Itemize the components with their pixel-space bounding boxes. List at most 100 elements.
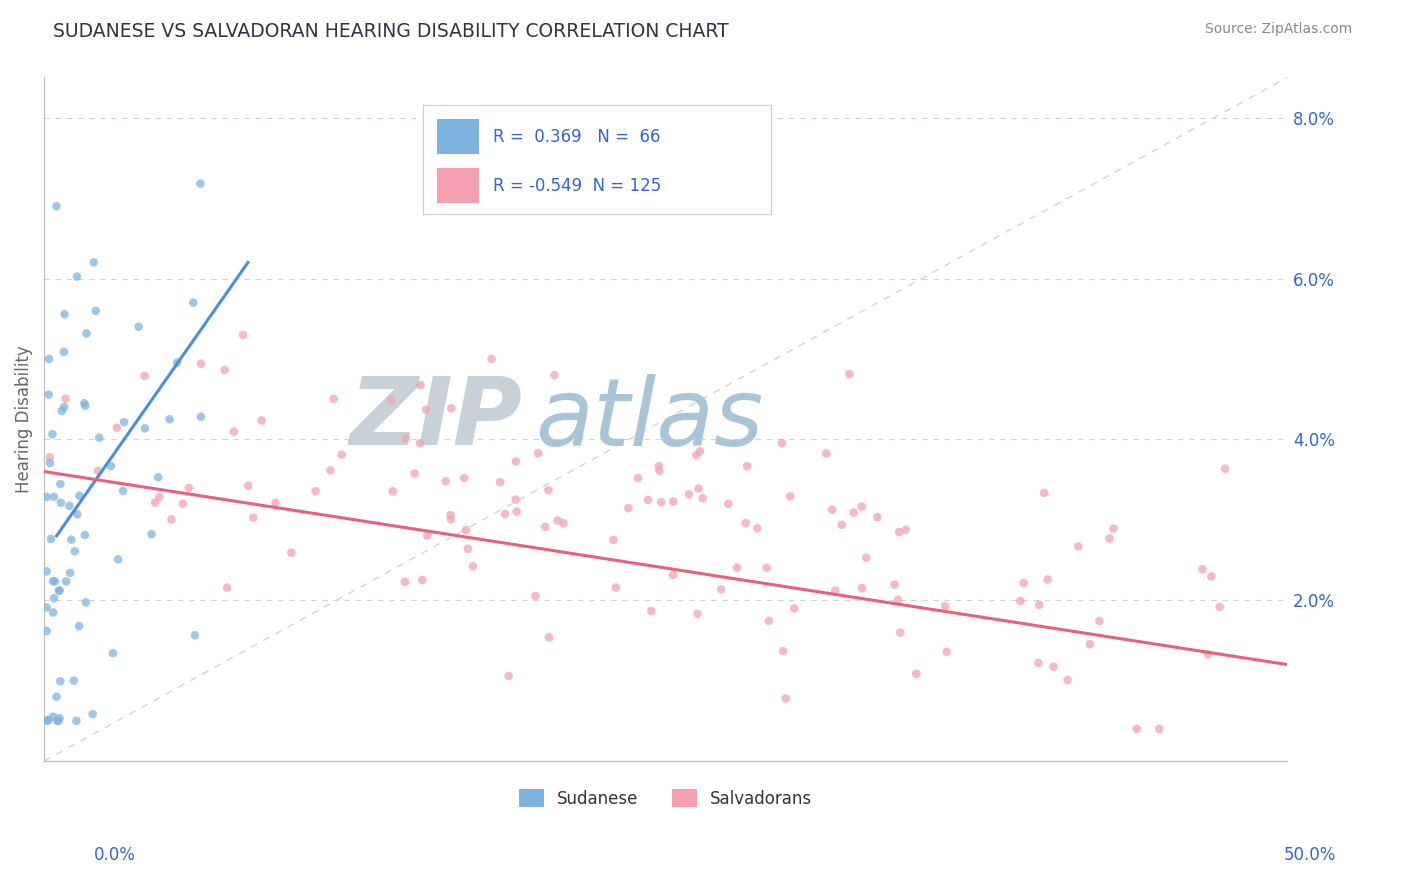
- Point: [37, 714, 59, 728]
- Point: [838, 367, 860, 381]
- Point: [69, 489, 91, 503]
- Point: [440, 401, 463, 416]
- Point: [498, 669, 520, 683]
- Point: [215, 581, 238, 595]
- Point: [440, 512, 463, 526]
- Point: [65, 714, 87, 728]
- Point: [505, 454, 527, 468]
- Point: [52, 345, 75, 359]
- Point: [214, 363, 236, 377]
- Point: [692, 491, 714, 506]
- Point: [640, 604, 662, 618]
- Point: [537, 483, 560, 498]
- Point: [617, 501, 640, 516]
- Point: [73, 396, 96, 410]
- Point: [678, 487, 700, 501]
- Point: [46, 714, 69, 728]
- Point: [59, 566, 82, 580]
- Point: [75, 326, 97, 341]
- Point: [887, 524, 910, 539]
- Point: [181, 295, 204, 310]
- Point: [39, 532, 62, 546]
- Point: [1208, 599, 1230, 614]
- Point: [177, 481, 200, 495]
- Point: [1078, 637, 1101, 651]
- Text: atlas: atlas: [536, 374, 763, 465]
- Point: [148, 490, 170, 504]
- Point: [44, 574, 66, 589]
- Point: [41, 427, 63, 442]
- Point: [280, 546, 302, 560]
- Point: [42, 591, 65, 606]
- Point: [159, 412, 181, 426]
- Point: [505, 505, 527, 519]
- Point: [48, 583, 70, 598]
- Point: [855, 550, 877, 565]
- Point: [1213, 461, 1236, 475]
- Point: [547, 513, 569, 527]
- Point: [494, 507, 516, 521]
- Point: [1036, 573, 1059, 587]
- Point: [394, 574, 416, 589]
- Point: [779, 490, 801, 504]
- Point: [66, 508, 89, 522]
- Point: [747, 521, 769, 535]
- Point: [543, 368, 565, 383]
- Point: [481, 351, 503, 366]
- Point: [934, 599, 956, 613]
- Point: [82, 707, 104, 722]
- Point: [66, 269, 89, 284]
- Point: [395, 431, 418, 445]
- Point: [1028, 656, 1050, 670]
- Point: [416, 528, 439, 542]
- Point: [821, 502, 844, 516]
- Point: [55, 392, 77, 406]
- Point: [53, 307, 76, 321]
- Point: [887, 592, 910, 607]
- Point: [1098, 532, 1121, 546]
- Text: 50.0%: 50.0%: [1284, 846, 1337, 863]
- Point: [242, 510, 264, 524]
- Point: [49, 674, 72, 689]
- Point: [101, 646, 124, 660]
- Point: [38, 351, 60, 366]
- Point: [141, 527, 163, 541]
- Point: [35, 565, 58, 579]
- Point: [63, 673, 86, 688]
- Point: [648, 464, 671, 478]
- Point: [83, 255, 105, 269]
- Point: [717, 497, 740, 511]
- Point: [48, 711, 70, 725]
- Point: [58, 499, 80, 513]
- Text: 0.0%: 0.0%: [94, 846, 136, 863]
- Text: ZIP: ZIP: [350, 373, 523, 466]
- Point: [537, 630, 560, 644]
- Point: [602, 533, 624, 547]
- Point: [1102, 522, 1125, 536]
- Point: [322, 392, 344, 406]
- Point: [1197, 647, 1219, 661]
- Point: [905, 666, 928, 681]
- Point: [815, 446, 838, 460]
- Point: [457, 541, 479, 556]
- Point: [166, 355, 188, 369]
- Point: [1126, 722, 1149, 736]
- Point: [42, 490, 65, 504]
- Point: [409, 436, 432, 450]
- Point: [143, 495, 166, 509]
- Point: [1012, 575, 1035, 590]
- Point: [172, 497, 194, 511]
- Point: [489, 475, 512, 490]
- Point: [73, 528, 96, 542]
- Point: [134, 421, 156, 435]
- Point: [824, 583, 846, 598]
- Point: [89, 431, 111, 445]
- Point: [1201, 569, 1223, 583]
- Point: [1042, 659, 1064, 673]
- Point: [45, 199, 67, 213]
- Point: [851, 581, 873, 595]
- Point: [184, 628, 207, 642]
- Text: Source: ZipAtlas.com: Source: ZipAtlas.com: [1205, 22, 1353, 37]
- Point: [45, 690, 67, 704]
- Point: [160, 512, 183, 526]
